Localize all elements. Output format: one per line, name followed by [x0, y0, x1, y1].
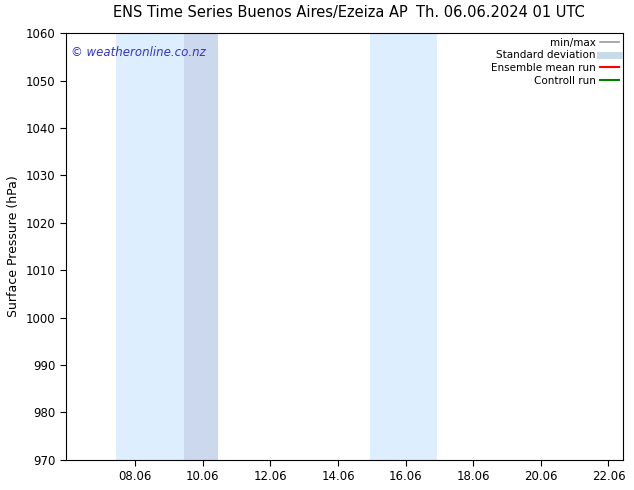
- Bar: [397, 33, 437, 460]
- Text: ENS Time Series Buenos Aires/Ezeiza AP: ENS Time Series Buenos Aires/Ezeiza AP: [113, 5, 408, 21]
- Bar: [184, 33, 217, 460]
- Text: Th. 06.06.2024 01 UTC: Th. 06.06.2024 01 UTC: [417, 5, 585, 21]
- Legend: min/max, Standard deviation, Ensemble mean run, Controll run: min/max, Standard deviation, Ensemble me…: [487, 34, 623, 90]
- Bar: [370, 33, 397, 460]
- Y-axis label: Surface Pressure (hPa): Surface Pressure (hPa): [7, 175, 20, 318]
- Bar: [117, 33, 184, 460]
- Text: © weatheronline.co.nz: © weatheronline.co.nz: [71, 46, 206, 59]
